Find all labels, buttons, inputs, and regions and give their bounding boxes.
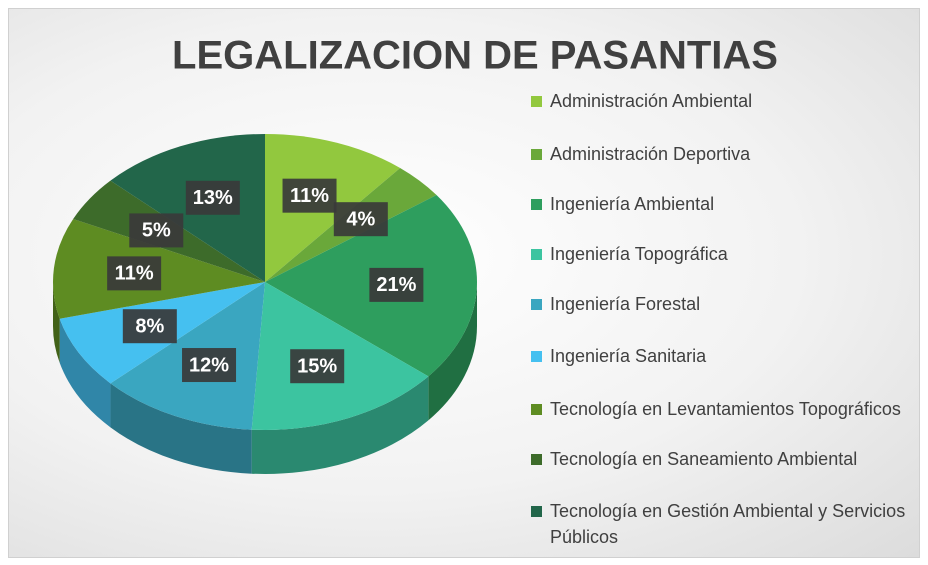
slice-side: [53, 282, 60, 363]
legend-swatch: [531, 506, 542, 517]
legend-swatch: [531, 199, 542, 210]
legend-label: Ingeniería Sanitaria: [550, 346, 707, 366]
legend-entry: Administración Deportiva: [528, 141, 918, 167]
legend-label: Administración Ambiental: [550, 91, 753, 111]
legend-label: Tecnología en Gestión Ambiental y Servic…: [550, 501, 906, 547]
legend-entry: Ingeniería Forestal: [528, 291, 918, 317]
data-label: 12%: [189, 354, 229, 376]
data-label-box: [333, 202, 388, 237]
slice-side: [428, 282, 477, 421]
legend-label: Ingeniería Forestal: [550, 294, 701, 314]
slice-side: [251, 376, 429, 474]
legend-entry: Administración Ambiental: [528, 88, 918, 114]
data-label: 11%: [290, 185, 329, 207]
data-label-box: [185, 180, 240, 215]
legend-label: Tecnología en Saneamiento Ambiental: [550, 449, 858, 469]
legend-label: Ingeniería Topográfica: [550, 244, 728, 264]
data-label-box: [369, 267, 424, 302]
data-label: 5%: [142, 220, 171, 242]
slice-side: [59, 318, 111, 428]
slice-side: [110, 383, 252, 474]
legend-label: Tecnología en Levantamientos Topográfico…: [550, 399, 901, 419]
data-label-box: [282, 178, 337, 213]
data-label: 21%: [376, 274, 416, 296]
legend-swatch: [531, 404, 542, 415]
legend-swatch: [531, 454, 542, 465]
legend-entry: Ingeniería Topográfica: [528, 241, 918, 267]
data-label-box: [290, 349, 345, 384]
legend-entry: Ingeniería Sanitaria: [528, 343, 918, 369]
legend-swatch: [531, 249, 542, 260]
legend-label: Administración Deportiva: [550, 144, 751, 164]
legend-swatch: [531, 351, 542, 362]
legend-swatch: [531, 299, 542, 310]
legend-entry: Ingeniería Ambiental: [528, 191, 918, 217]
legend-entry: Tecnología en Gestión Ambiental y Servic…: [528, 498, 918, 550]
legend-swatch: [531, 96, 542, 107]
data-label-box: [122, 309, 177, 344]
data-label-box: [107, 256, 162, 291]
legend-entry: Tecnología en Saneamiento Ambiental: [528, 446, 918, 472]
data-label: 13%: [193, 187, 233, 209]
legend-label: Ingeniería Ambiental: [550, 194, 715, 214]
legend-swatch: [531, 149, 542, 160]
chart-title: LEGALIZACION DE PASANTIAS: [172, 34, 778, 78]
data-label-box: [129, 213, 184, 248]
data-label: 15%: [297, 355, 337, 377]
data-label-box: [182, 348, 237, 383]
data-label: 8%: [135, 315, 164, 337]
data-label: 11%: [115, 263, 154, 285]
data-label: 4%: [346, 208, 375, 230]
legend-entry: Tecnología en Levantamientos Topográfico…: [528, 396, 918, 422]
